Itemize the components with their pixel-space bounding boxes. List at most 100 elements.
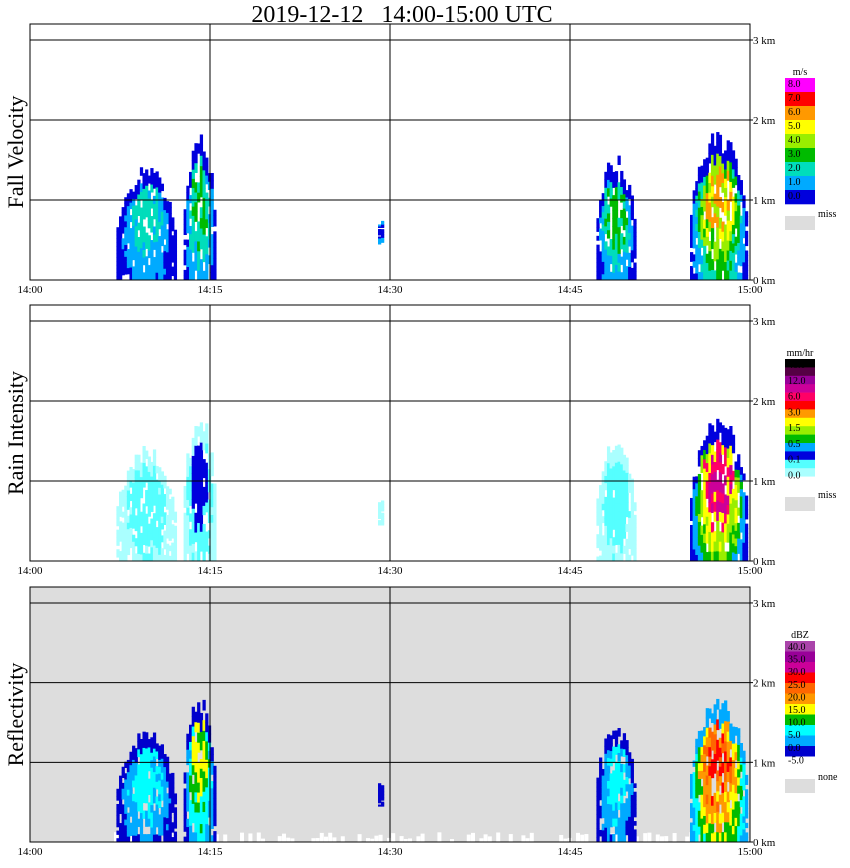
colorbar-swatch <box>785 401 815 410</box>
echo-cell-d <box>596 728 637 843</box>
colorbar-swatch <box>785 409 815 419</box>
colorbar-swatch <box>785 662 815 673</box>
panel-ylabel: Reflectivity <box>3 663 28 767</box>
colorbar-swatch <box>785 641 815 652</box>
colorbar-label: 6.0 <box>788 392 801 403</box>
colorbar-swatch <box>785 190 815 205</box>
echo-cell-d <box>596 155 637 281</box>
colorbar-label: 3.0 <box>788 149 801 160</box>
echo-cell-b <box>183 422 217 562</box>
colorbar-label: 10.0 <box>788 718 806 729</box>
colorbar-swatch <box>785 434 815 444</box>
echo-cell-c <box>378 220 385 245</box>
x-tick-label: 14:30 <box>377 565 403 577</box>
colorbar-label: 0.5 <box>788 439 801 450</box>
colorbar-label: 5.0 <box>788 121 801 132</box>
y-tick-label: 1 km <box>753 195 776 207</box>
colorbar-swatch <box>785 148 815 163</box>
colorbar-label: 12.0 <box>788 376 806 387</box>
x-tick-label: 14:00 <box>17 284 43 296</box>
colorbar-label: 30.0 <box>788 667 806 678</box>
y-tick-label: 0 km <box>753 556 776 568</box>
colorbar-label: 25.0 <box>788 680 806 691</box>
colorbar-swatch <box>785 392 815 402</box>
missing-swatch <box>785 497 815 511</box>
colorbar-missing-label: none <box>818 772 838 783</box>
colorbar-swatch <box>785 756 815 768</box>
x-tick-label: 14:30 <box>377 846 403 858</box>
colorbar-swatch <box>785 78 815 93</box>
x-tick-label: 15:00 <box>737 284 763 296</box>
x-tick-label: 15:00 <box>737 846 763 858</box>
echo-cell-c <box>378 783 385 807</box>
colorbar-label: 0.1 <box>788 455 801 466</box>
colorbar-swatch <box>785 476 815 486</box>
colorbar-label: 7.0 <box>788 93 801 104</box>
y-tick-label: 2 km <box>753 396 776 408</box>
colorbar-unit: dBZ <box>791 630 809 641</box>
colorbar-swatch <box>785 375 815 385</box>
panel-ylabel: Rain Intensity <box>3 371 28 495</box>
colorbar-label: 8.0 <box>788 79 801 90</box>
colorbar-label: 4.0 <box>788 135 801 146</box>
colorbar-swatch <box>785 672 815 684</box>
plot-frame <box>29 23 751 281</box>
colorbar-swatch <box>785 384 815 393</box>
grid-lines <box>30 587 750 842</box>
y-tick-label: 2 km <box>753 115 776 127</box>
colorbar-swatch <box>785 176 815 191</box>
colorbar-unit: m/s <box>793 67 808 78</box>
grid-lines <box>30 305 750 561</box>
y-tick-label: 1 km <box>753 476 776 488</box>
colorbar-label: 15.0 <box>788 705 806 716</box>
plot-frame <box>29 304 751 562</box>
missing-swatch <box>785 779 815 793</box>
x-tick-label: 14:00 <box>17 846 43 858</box>
y-tick-label: 2 km <box>753 678 776 690</box>
colorbar-label: 48.0 <box>788 360 806 371</box>
colorbar-missing-label: miss <box>818 209 836 220</box>
panel-rain-intensity: 0 km 1 km 2 km 3 km 14:00 14:15 14:30 14:45 15:0… <box>3 304 836 577</box>
y-tick-label: 3 km <box>753 316 776 328</box>
colorbar-label: 20.0 <box>788 692 806 703</box>
y-tick-label: 0 km <box>753 275 776 287</box>
colorbar-label: 0.0 <box>788 743 801 754</box>
panel-fall-velocity: 0 km 1 km 2 km 3 km 14:00 14:15 14:30 14:45 15:0… <box>3 23 836 296</box>
colorbar-swatch <box>785 92 815 107</box>
colorbar-swatch <box>785 725 815 736</box>
echo-cell-a <box>116 446 178 562</box>
echo-cell-a <box>116 167 178 281</box>
colorbar-swatch <box>785 120 815 135</box>
echo-cell-c <box>378 500 385 526</box>
x-tick-label: 15:00 <box>737 565 763 577</box>
colorbar: m/s8.0 7.0 6.0 5.0 4.0 3.0 2.0 1.0 0.0 miss <box>785 67 836 230</box>
colorbar-swatch <box>785 134 815 149</box>
colorbar-swatch <box>785 704 815 715</box>
colorbar-swatch <box>785 459 815 469</box>
colorbar-swatch <box>785 683 815 694</box>
colorbar-swatch <box>785 367 815 377</box>
colorbar-swatch <box>785 714 815 726</box>
y-tick-label: 1 km <box>753 757 776 769</box>
colorbar-swatch <box>785 417 815 427</box>
colorbar-swatch <box>785 468 815 477</box>
panel-reflectivity: 0 km 1 km 2 km 3 km 14:00 14:15 14:30 14:45 15:0… <box>3 586 838 858</box>
echo-cell-e <box>690 132 749 281</box>
plot-frame <box>29 586 751 843</box>
colorbar-swatch <box>785 693 815 705</box>
colorbar-label: 35.0 <box>788 655 806 666</box>
colorbar-swatch <box>785 162 815 177</box>
colorbar-swatch <box>785 443 815 452</box>
colorbar-label: 6.0 <box>788 107 801 118</box>
colorbar-label: 1.0 <box>788 177 801 188</box>
echo-cell-e <box>690 698 749 843</box>
colorbar-swatch <box>785 426 815 435</box>
colorbar-label: 40.0 <box>788 642 806 653</box>
colorbar-label: 0.0 <box>788 470 801 481</box>
x-tick-label: 14:15 <box>197 284 223 296</box>
colorbar-swatch <box>785 359 815 368</box>
echo-cell-a <box>116 731 178 843</box>
x-tick-label: 14:45 <box>557 846 583 858</box>
